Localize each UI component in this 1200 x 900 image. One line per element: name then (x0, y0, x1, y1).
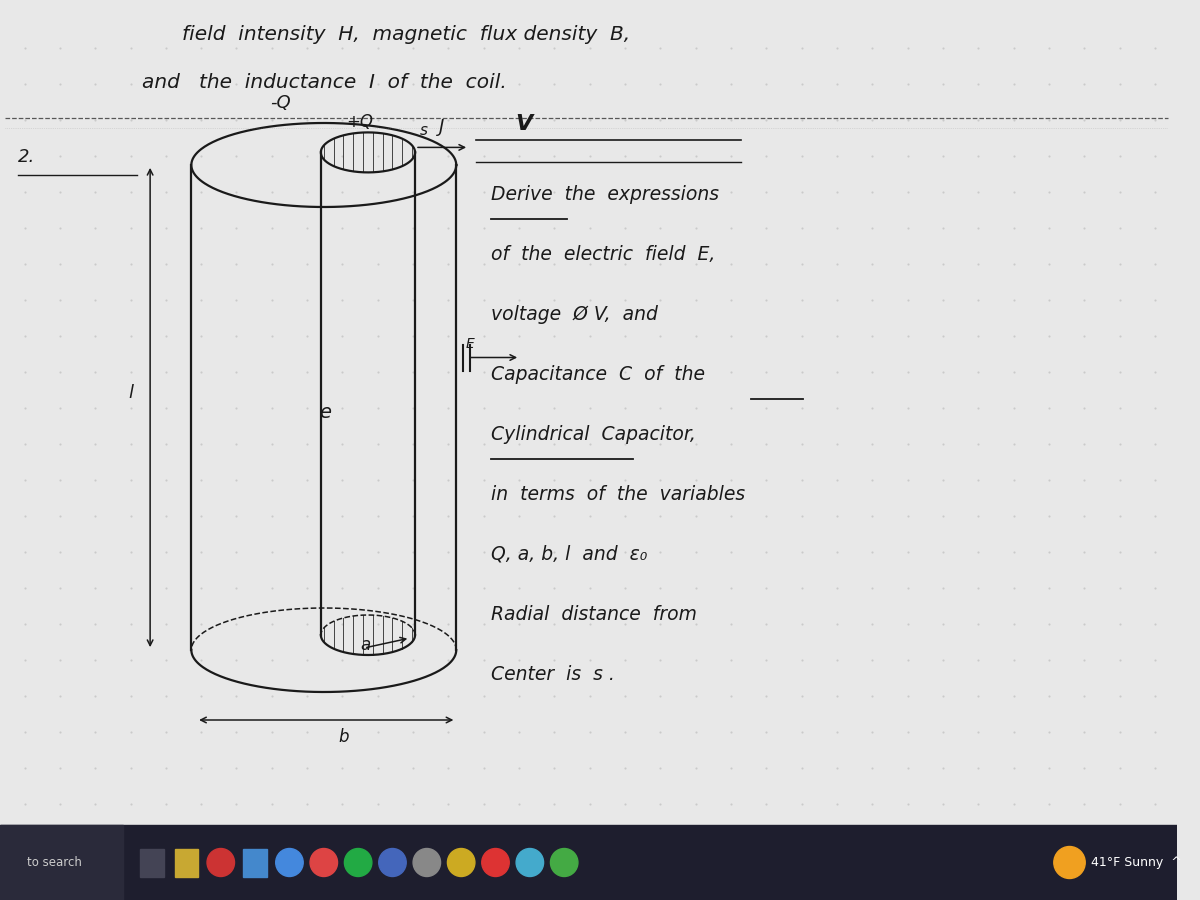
Text: in  terms  of  the  variables: in terms of the variables (491, 485, 745, 504)
Bar (0, 825, 1177, 900)
Text: Center  is  s .: Center is s . (491, 665, 614, 684)
Circle shape (208, 849, 234, 877)
Circle shape (310, 849, 337, 877)
Circle shape (413, 849, 440, 877)
Text: l: l (128, 383, 133, 401)
Circle shape (551, 849, 578, 877)
Circle shape (1054, 847, 1085, 878)
Bar (175, 849, 198, 877)
Text: Radial  distance  from: Radial distance from (491, 605, 696, 624)
Text: a: a (360, 636, 371, 654)
Text: e: e (319, 402, 331, 421)
Text: 2.: 2. (18, 148, 35, 166)
Text: Q, a, b, l  and  ε₀: Q, a, b, l and ε₀ (491, 545, 647, 564)
Circle shape (448, 849, 475, 877)
Circle shape (516, 849, 544, 877)
Text: b: b (338, 728, 349, 746)
Text: voltage  Ø V,  and: voltage Ø V, and (491, 305, 658, 324)
Text: J: J (439, 118, 444, 136)
Bar (140, 849, 164, 877)
Bar (0, 825, 122, 900)
Circle shape (276, 849, 304, 877)
Text: V: V (515, 114, 533, 134)
Text: Cylindrical  Capacitor,: Cylindrical Capacitor, (491, 425, 696, 444)
Text: 41°F Sunny  ^: 41°F Sunny ^ (1091, 856, 1182, 869)
Text: -Q: -Q (270, 94, 290, 112)
Circle shape (379, 849, 407, 877)
Text: field  intensity  H,  magnetic  flux density  B,: field intensity H, magnetic flux density… (181, 25, 630, 44)
Text: and   the  inductance  I  of  the  coil.: and the inductance I of the coil. (143, 73, 508, 92)
Text: +Q: +Q (347, 113, 373, 131)
Text: E: E (466, 337, 475, 350)
Text: s: s (420, 123, 428, 139)
Text: of  the  electric  field  E,: of the electric field E, (491, 245, 715, 264)
Circle shape (481, 849, 509, 877)
Text: Capacitance  C  of  the: Capacitance C of the (491, 365, 704, 384)
Circle shape (344, 849, 372, 877)
Text: Derive  the  expressions: Derive the expressions (491, 185, 719, 204)
Text: to search: to search (28, 856, 83, 869)
Bar (244, 849, 266, 877)
